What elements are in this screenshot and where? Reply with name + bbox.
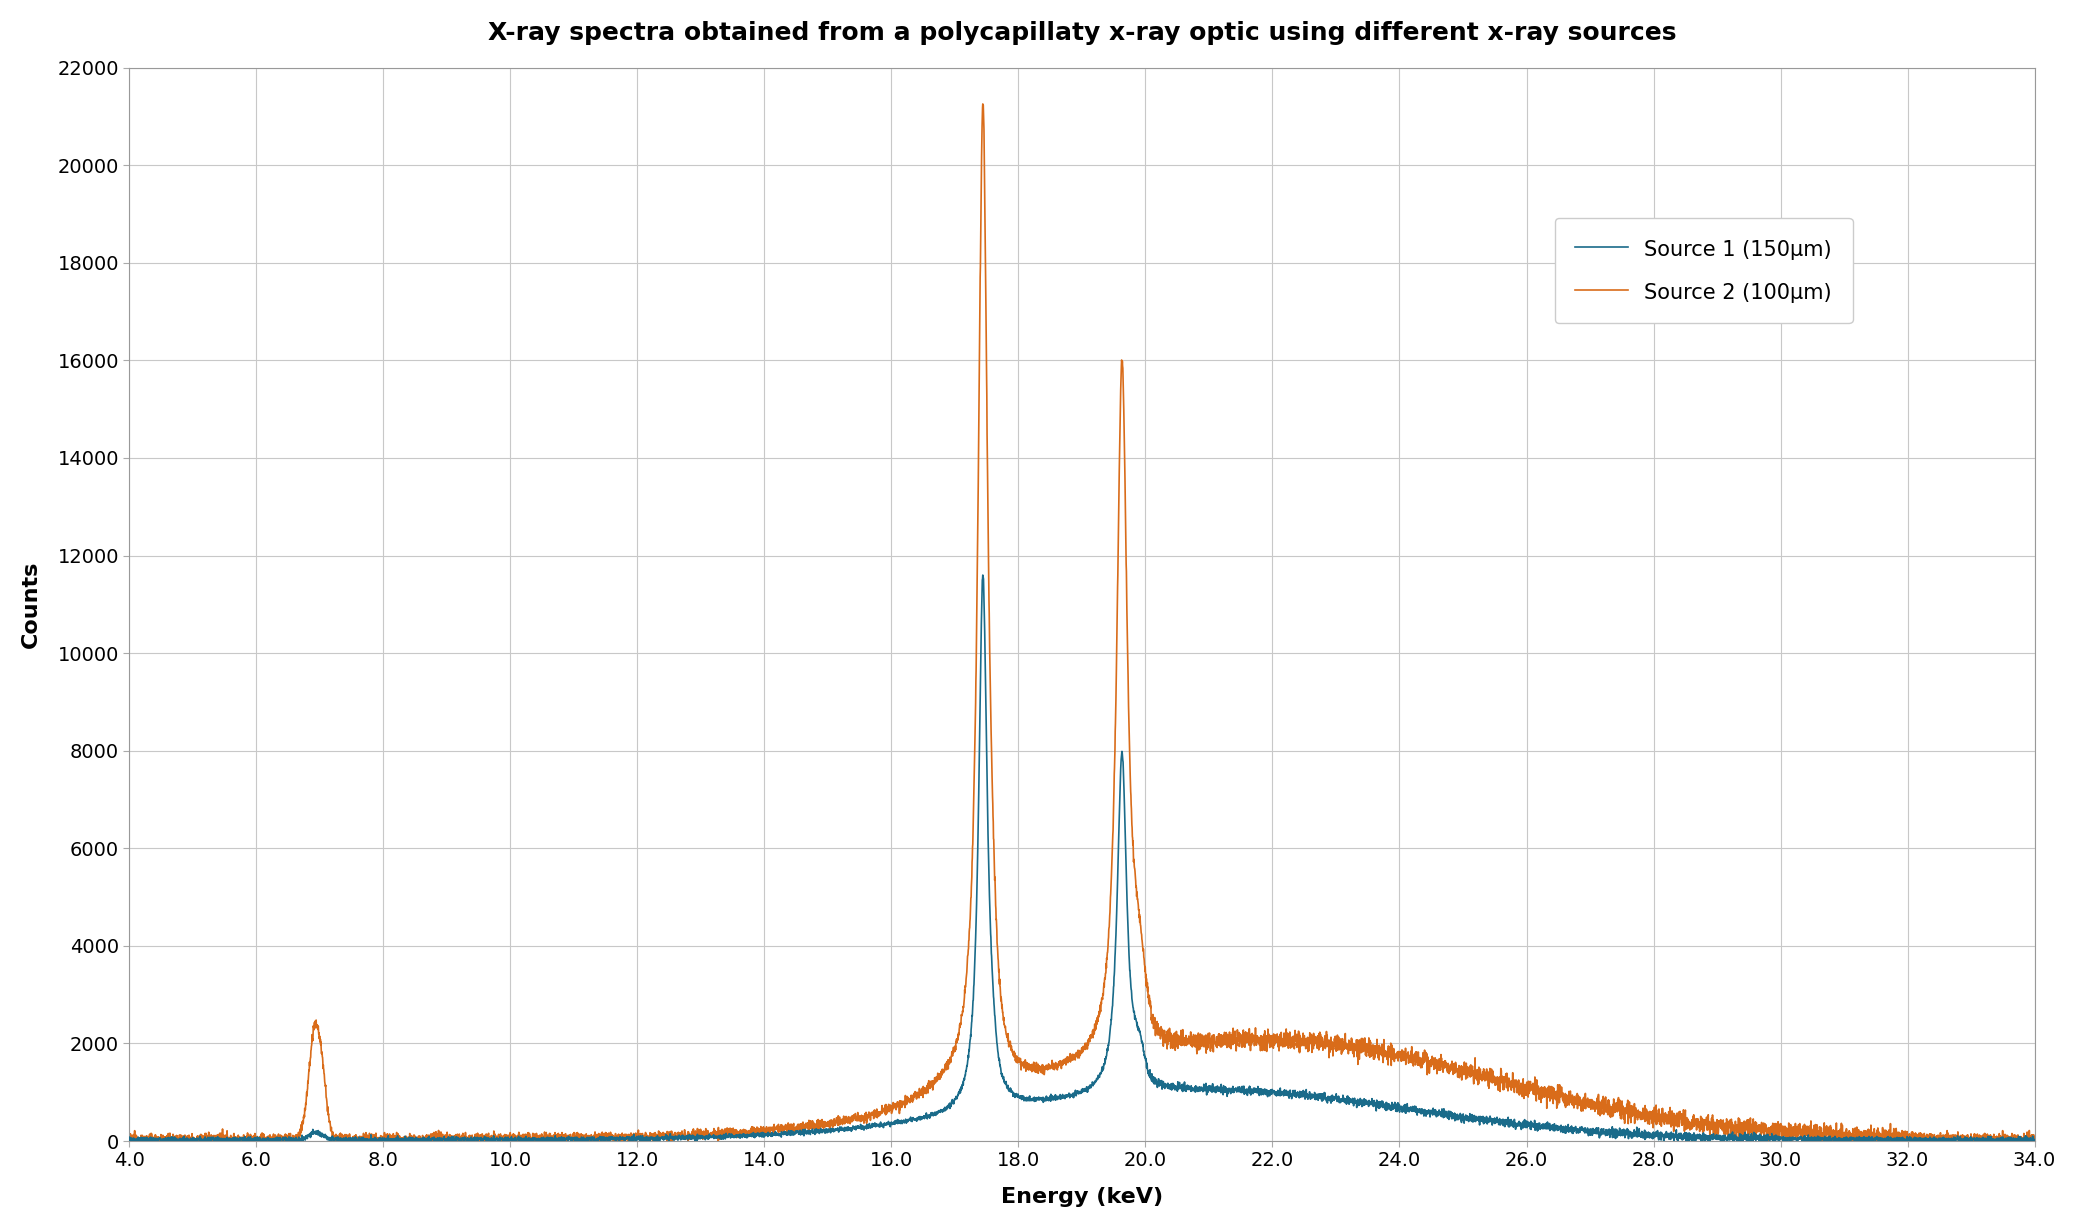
Source 2 (100μm) <box>214 1131 239 1146</box>
Source 1 (150μm) <box>212 1133 237 1148</box>
X-axis label: Energy (keV): Energy (keV) <box>1001 1187 1163 1207</box>
Line: Source 1 (150μm): Source 1 (150μm) <box>129 575 2035 1141</box>
Source 1 (150μm) <box>1529 1117 1554 1132</box>
Source 2 (100μm) <box>1244 1033 1269 1047</box>
Source 1 (150μm) <box>806 1124 831 1138</box>
Source 2 (100μm) <box>808 1116 833 1131</box>
Source 1 (150μm) <box>970 567 995 582</box>
Source 2 (100μm) <box>1531 1088 1556 1103</box>
Source 1 (150μm) <box>116 1133 141 1148</box>
Y-axis label: Counts: Counts <box>21 561 42 648</box>
Source 1 (150μm) <box>1630 1127 1655 1142</box>
Source 2 (100μm) <box>120 1133 145 1148</box>
Title: X-ray spectra obtained from a polycapillaty x-ray optic using different x-ray so: X-ray spectra obtained from a polycapill… <box>488 21 1676 45</box>
Source 1 (150μm) <box>2023 1132 2048 1147</box>
Legend: Source 1 (150μm), Source 2 (100μm): Source 1 (150μm), Source 2 (100μm) <box>1554 217 1853 323</box>
Source 2 (100μm) <box>2023 1130 2048 1144</box>
Source 1 (150μm) <box>1244 1086 1269 1100</box>
Source 2 (100μm) <box>116 1132 141 1147</box>
Source 2 (100μm) <box>970 97 995 112</box>
Source 2 (100μm) <box>1630 1110 1655 1125</box>
Source 1 (150μm) <box>1327 1093 1352 1108</box>
Source 2 (100μm) <box>1327 1034 1352 1049</box>
Line: Source 2 (100μm): Source 2 (100μm) <box>129 104 2035 1141</box>
